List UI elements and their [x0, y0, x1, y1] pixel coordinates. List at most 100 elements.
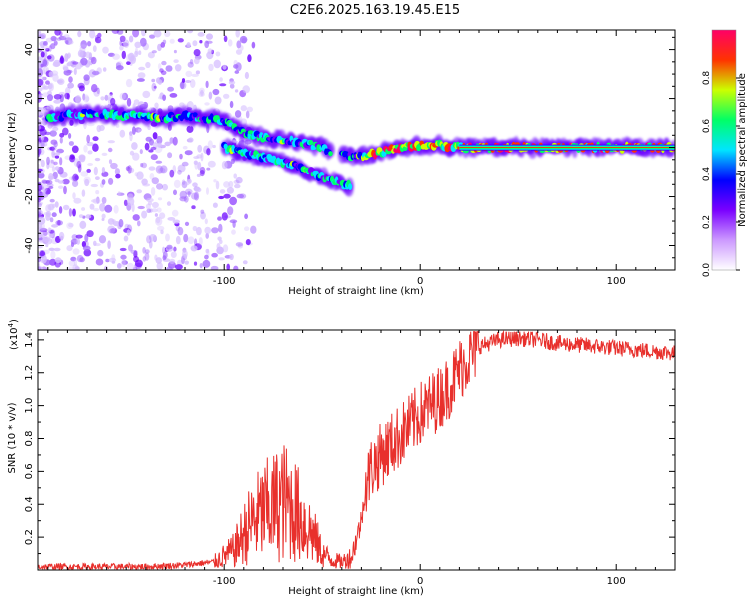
noise-speck — [110, 162, 118, 170]
noise-speck — [192, 40, 198, 47]
noise-speck — [93, 207, 99, 212]
noise-speck — [132, 266, 137, 270]
noise-speck — [181, 161, 189, 167]
noise-speck — [229, 83, 235, 89]
ridge-mark — [47, 118, 54, 123]
noise-speck — [126, 53, 134, 62]
noise-speck — [38, 48, 43, 53]
noise-speck — [184, 260, 189, 265]
noise-speck — [149, 208, 153, 213]
noise-speck — [113, 204, 119, 214]
noise-speck — [86, 230, 94, 238]
noise-speck — [236, 193, 244, 199]
noise-speck — [205, 248, 210, 254]
noise-speck — [104, 204, 113, 213]
x-tick-label: 100 — [607, 576, 626, 587]
noise-speck — [186, 42, 191, 48]
noise-speck — [91, 70, 100, 76]
noise-speck — [50, 159, 54, 164]
noise-speck — [240, 45, 244, 51]
noise-speck — [62, 127, 69, 136]
noise-speck — [117, 191, 121, 197]
noise-speck — [197, 161, 202, 171]
noise-speck — [112, 53, 120, 60]
noise-speck — [166, 266, 173, 270]
noise-speck — [39, 228, 48, 233]
noise-speck — [211, 227, 219, 234]
noise-speck — [128, 167, 135, 174]
noise-speck — [85, 214, 92, 219]
noise-speck — [146, 208, 152, 213]
noise-speck — [89, 30, 96, 39]
noise-speck — [180, 81, 185, 90]
noise-speck — [142, 247, 146, 254]
noise-speck — [88, 56, 95, 63]
noise-speck — [145, 136, 153, 142]
noise-speck — [187, 191, 191, 197]
noise-speck — [72, 179, 79, 188]
noise-speck — [137, 128, 142, 133]
noise-speck — [136, 78, 145, 82]
y-tick-label: 1.2 — [24, 365, 35, 381]
y-tick-label: 1.0 — [24, 398, 35, 414]
noise-speck — [104, 94, 109, 101]
noise-speck — [53, 94, 62, 100]
y-tick-label: 0.2 — [24, 529, 35, 545]
spectrogram-axes: -100 0 100 -40 -20 0 20 40 — [24, 30, 676, 287]
noise-speck — [153, 85, 157, 89]
x-tick-label: 100 — [607, 276, 626, 287]
noise-speck — [179, 102, 185, 107]
noise-speck — [191, 73, 199, 77]
noise-speck — [75, 234, 83, 239]
noise-speck — [193, 49, 201, 57]
noise-speck — [109, 92, 113, 96]
noise-speck — [199, 40, 203, 44]
noise-speck — [197, 144, 203, 153]
snr-frame — [37, 329, 676, 571]
noise-speck — [192, 225, 198, 232]
noise-speck — [77, 30, 82, 38]
snr-plot-area — [38, 330, 675, 570]
noise-speck — [237, 243, 244, 249]
noise-speck — [95, 258, 104, 266]
noise-speck — [141, 210, 148, 219]
noise-speck — [38, 68, 44, 77]
noise-speck — [157, 142, 162, 148]
noise-speck — [52, 73, 59, 82]
noise-speck — [157, 197, 163, 201]
noise-speck — [47, 227, 51, 233]
noise-speck — [146, 197, 154, 203]
snr-y-multiplier: (x104) — [7, 319, 20, 350]
noise-speck — [219, 189, 226, 194]
noise-speck — [157, 63, 162, 70]
noise-speck — [76, 160, 82, 169]
noise-speck — [196, 226, 202, 236]
noise-speck — [70, 256, 77, 262]
noise-speck — [42, 188, 46, 197]
noise-speck — [218, 195, 225, 200]
noise-speck — [138, 66, 146, 71]
colorbar: 0.0 0.2 0.4 0.6 0.8 Normalized spectral ampl… — [702, 29, 748, 277]
noise-speck — [83, 74, 90, 81]
noise-speck — [199, 87, 205, 94]
noise-speck — [89, 203, 95, 210]
noise-speck — [45, 211, 52, 217]
noise-speck — [223, 35, 228, 43]
noise-speck — [38, 201, 44, 206]
noise-speck — [212, 88, 220, 96]
noise-speck — [217, 236, 222, 241]
noise-speck — [218, 223, 223, 233]
noise-speck — [147, 51, 155, 59]
noise-speck — [38, 34, 45, 39]
noise-speck — [138, 50, 142, 55]
noise-speck — [121, 260, 128, 265]
noise-speck — [38, 147, 42, 156]
noise-speck — [83, 176, 91, 184]
noise-speck — [219, 77, 223, 82]
ridge-mark — [328, 151, 333, 157]
noise-speck — [223, 181, 230, 188]
noise-speck — [142, 256, 147, 262]
noise-speck — [146, 235, 152, 244]
noise-speck — [110, 97, 116, 106]
noise-speck — [74, 175, 79, 181]
